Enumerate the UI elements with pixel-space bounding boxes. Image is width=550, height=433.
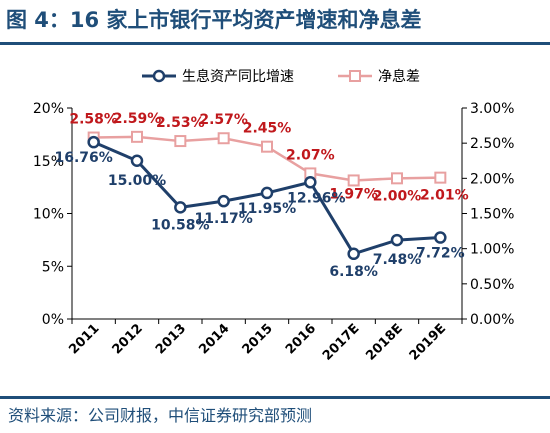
y-right-tick-label: 0.50% <box>470 277 514 293</box>
series-asset-growth-point <box>347 247 360 261</box>
y-right-tick-label: 1.00% <box>470 242 514 258</box>
series-nim-point <box>131 130 143 143</box>
data-label-asset-growth: 15.00% <box>108 173 166 189</box>
data-label-asset-growth: 12.96% <box>287 190 345 206</box>
y-right-tick-label: 1.50% <box>470 207 514 223</box>
data-label-asset-growth: 7.48% <box>373 252 422 268</box>
data-label-nim: 2.58% <box>69 112 118 128</box>
x-tick-label: 2014 <box>196 321 232 357</box>
data-label-nim: 1.97% <box>329 186 378 202</box>
data-label-asset-growth: 6.18% <box>329 264 378 280</box>
data-label-nim: 2.57% <box>199 112 248 128</box>
y-left-tick-label: 20% <box>33 101 64 117</box>
x-tick-label: 2017E <box>320 321 362 363</box>
y-left-tick-label: 15% <box>33 154 64 170</box>
series-asset-growth-point <box>130 154 144 167</box>
figure-title: 图 4：16 家上市银行平均资产增速和净息差 <box>6 8 422 32</box>
legend-asset-growth-label: 生息资产同比增速 <box>182 68 294 85</box>
x-tick-label: 2013 <box>153 321 189 357</box>
series-nim-point <box>347 174 360 187</box>
series-asset-growth-point <box>217 194 230 208</box>
series-nim-point <box>434 171 447 184</box>
series-nim-point <box>174 135 187 148</box>
y-right-tick-label: 2.50% <box>470 136 514 152</box>
y-right-tick-label: 3.00% <box>470 101 514 117</box>
data-label-asset-growth: 7.72% <box>416 246 465 262</box>
source-divider <box>0 396 550 399</box>
data-label-asset-growth: 11.17% <box>195 211 253 227</box>
data-label-asset-growth: 11.95% <box>238 201 296 217</box>
series-nim-point <box>261 140 273 153</box>
data-label-nim: 2.01% <box>420 188 469 204</box>
series-asset-growth-point <box>390 233 404 247</box>
y-left-tick-label: 0% <box>42 312 64 328</box>
x-tick-label: 2011 <box>66 321 102 357</box>
series-asset-growth-point <box>87 135 100 149</box>
legend-asset-growth-marker <box>152 69 166 83</box>
series-asset-growth-point <box>260 186 274 200</box>
data-label-nim: 2.53% <box>156 115 205 131</box>
series-nim-point <box>217 132 230 145</box>
series-asset-growth-point <box>174 201 187 214</box>
series-asset-growth-point <box>434 231 447 244</box>
data-label-nim: 2.07% <box>286 147 335 163</box>
data-label-nim: 2.59% <box>113 111 162 127</box>
data-label-nim: 2.45% <box>243 121 292 137</box>
x-tick-label: 2016 <box>283 321 319 357</box>
legend-nim-marker <box>349 70 361 82</box>
x-tick-label: 2012 <box>110 321 146 357</box>
y-right-tick-label: 2.00% <box>470 171 514 187</box>
x-tick-label: 2018E <box>363 321 405 363</box>
data-label-nim: 2.00% <box>373 188 422 204</box>
y-left-tick-label: 5% <box>42 259 64 275</box>
data-label-asset-growth: 10.58% <box>151 217 209 233</box>
y-left-tick-label: 10% <box>33 207 64 223</box>
x-tick-label: 2015 <box>240 321 276 357</box>
title-divider <box>0 42 550 45</box>
legend-nim-label: 净息差 <box>378 68 420 85</box>
line-chart: 0%5%10%15%20%0.00%0.50%1.00%1.50%2.00%2.… <box>33 68 515 364</box>
x-tick-label: 2019E <box>407 321 449 363</box>
series-nim-point <box>391 172 403 185</box>
y-right-tick-label: 0.00% <box>470 312 514 328</box>
series-asset-growth-point <box>304 176 317 189</box>
source-note: 资料来源：公司财报，中信证券研究部预测 <box>8 406 313 425</box>
data-label-asset-growth: 16.76% <box>55 150 113 166</box>
